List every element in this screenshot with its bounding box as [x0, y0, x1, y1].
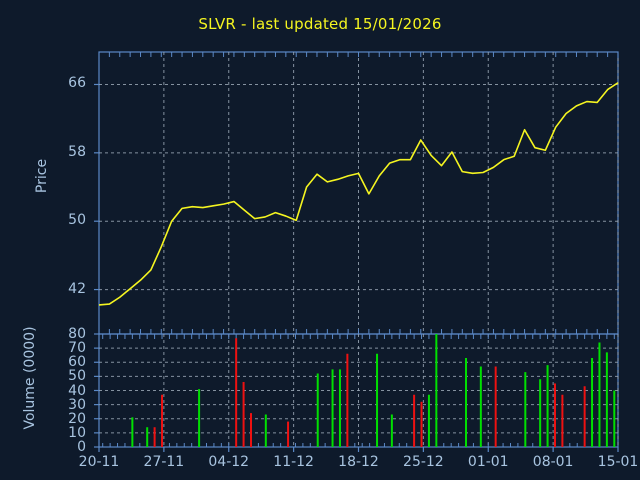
- price-y-tick-label: 50: [68, 212, 86, 229]
- x-tick-label: 08-01: [532, 454, 574, 470]
- volume-y-tick-label: 0: [77, 439, 86, 455]
- x-tick-label: 15-01: [597, 454, 639, 470]
- x-tick-label: 04-12: [208, 454, 250, 470]
- price-line: [98, 82, 619, 306]
- volume-y-tick-label: 50: [68, 368, 86, 385]
- x-tick-label: 18-12: [338, 454, 379, 470]
- price-y-tick-label: 42: [68, 280, 86, 297]
- x-tick-label: 01-01: [467, 454, 509, 470]
- price-y-tick-label: 58: [68, 143, 86, 160]
- x-tick-label: 20-11: [78, 454, 120, 470]
- x-tick-label: 25-12: [403, 454, 444, 470]
- volume-y-tick-label: 70: [68, 340, 86, 357]
- volume-y-tick-label: 20: [68, 410, 86, 427]
- x-tick-label: 11-12: [273, 454, 314, 470]
- x-tick-label: 27-11: [143, 454, 185, 470]
- page-title: SLVR - last updated 15/01/2026: [198, 15, 442, 33]
- volume-y-tick-label: 30: [68, 396, 86, 413]
- price-y-tick-label: 66: [68, 75, 86, 92]
- volume-y-tick-label: 80: [68, 326, 86, 342]
- volume-y-tick-label: 60: [68, 354, 86, 371]
- volume-y-tick-label: 10: [68, 424, 86, 441]
- volume-y-tick-label: 40: [68, 382, 86, 399]
